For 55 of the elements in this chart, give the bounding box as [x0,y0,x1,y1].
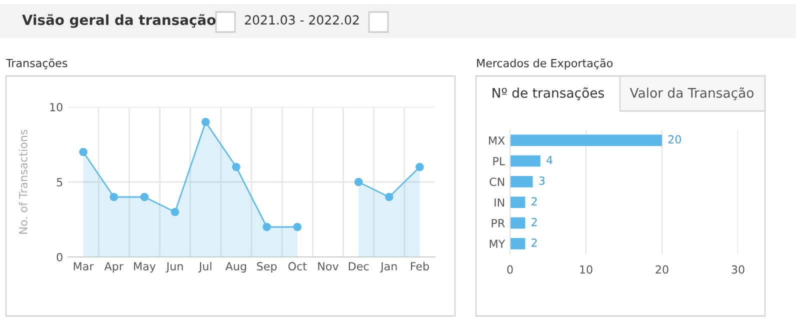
bar [510,134,662,146]
point [110,192,118,202]
data-label: 20 [668,135,681,144]
point [79,148,88,156]
point [416,162,424,172]
x-tick-label: Sep [257,262,277,273]
data-label: 4 [546,156,552,164]
x-tick-label: 20 [656,265,668,274]
x-tick-label: Mar [74,262,94,270]
chart-title: Transações [6,58,68,70]
point [170,208,180,216]
y-tick-label: 0 [56,252,62,262]
x-tick-label: Jun [166,262,183,273]
y-tick-label: IN [494,198,504,207]
x-tick-label: May [134,262,156,273]
x-tick-label: Feb [410,262,429,270]
x-tick-label: Nov [318,262,338,270]
text: Visão geral da transação [22,14,216,28]
y-tick-label: PR [492,219,505,228]
bar [510,238,526,250]
data-label: 2 [532,218,537,226]
bar [510,217,526,229]
x-tick-label: 0 [507,265,513,274]
x-tick-label: Aug [225,262,246,273]
y-tick-label: CN [490,178,504,186]
bar [510,176,533,188]
y-tick-label: 10 [50,102,62,112]
x-tick-label: Jul [198,262,212,273]
x-tick-label: Apr [104,262,124,273]
chart-title: Mercados de Exportação [477,58,613,70]
text: Nº de transações [492,87,604,100]
data-label: 2 [532,238,537,247]
point [140,192,149,202]
x-tick-label: Oct [288,262,307,270]
data-label: 3 [539,176,545,185]
point [384,192,394,202]
y-tick-label: MY [490,240,506,248]
y-tick-label: MX [489,136,505,145]
y-axis-title: No. of Transactions [18,130,28,234]
x-tick-label: Dec [348,262,369,270]
text: Valor da Transação [630,87,754,100]
text: 2021.03 - 2022.02 [244,15,359,25]
y-tick-label: PL [493,157,506,166]
data-label: 2 [532,197,537,206]
bar [510,196,526,208]
x-tick-label: Jan [380,262,397,273]
bar [510,155,540,167]
x-tick-label: 30 [732,265,744,274]
point [232,162,240,172]
y-tick-label: 5 [56,178,62,186]
point [201,118,210,126]
point [354,178,363,186]
point [293,222,302,232]
point [262,222,271,232]
x-tick-label: 10 [580,265,592,274]
